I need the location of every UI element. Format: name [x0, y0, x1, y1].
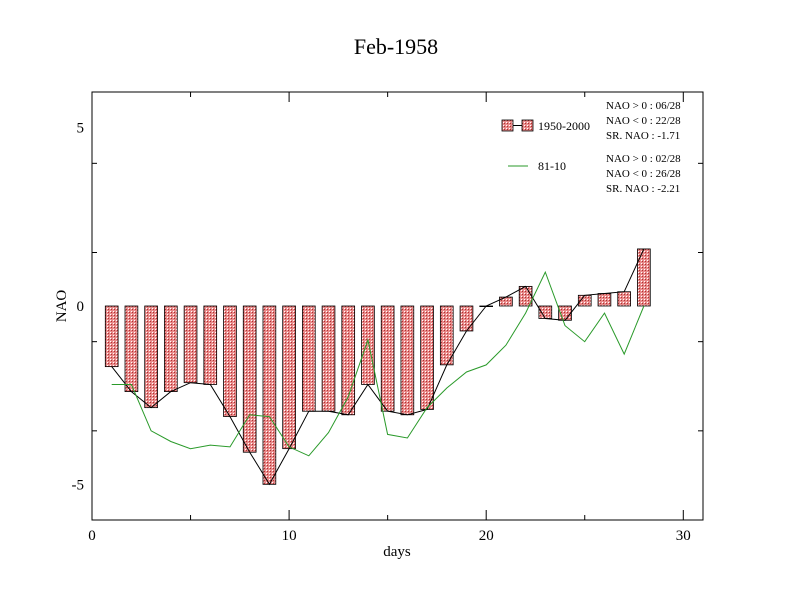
nao-bar	[341, 305, 356, 416]
stats-1950-sr: SR. NAO : -1.71	[606, 130, 680, 142]
y-tick-label: 5	[77, 121, 85, 137]
x-tick-label: 10	[282, 528, 297, 544]
y-tick-label: 0	[77, 299, 85, 315]
nao-bar	[124, 305, 139, 392]
nao-bar	[617, 291, 631, 307]
stats-8110-sr: SR. NAO : -2.21	[606, 183, 680, 195]
line-81-10	[111, 270, 645, 457]
nao-bar	[321, 305, 336, 412]
nao-bar	[361, 305, 375, 385]
x-tick-label: 0	[88, 528, 96, 544]
legend: 1950-2000 81-10 NAO > 0 : 06/28 NAO < 0 …	[501, 100, 681, 195]
legend-swatch-bar-1	[501, 119, 514, 132]
nao-bar	[400, 305, 415, 416]
bar-tip-line	[111, 248, 645, 486]
x-tick-label: 30	[676, 528, 691, 544]
line-series	[111, 270, 645, 457]
nao-bar	[262, 305, 277, 485]
nao-bar	[499, 296, 513, 307]
nao-bar	[420, 305, 434, 410]
nao-bar	[104, 305, 119, 368]
x-tick-label: 20	[479, 528, 494, 544]
legend-swatch-bar-2	[521, 119, 534, 132]
nao-bar	[203, 305, 218, 385]
bar-outline-line	[111, 248, 645, 486]
nao-bar	[380, 305, 395, 412]
y-axis-label: NAO	[54, 290, 70, 323]
nao-bar	[282, 305, 296, 450]
nao-bar	[538, 305, 553, 319]
legend-label-1950-2000: 1950-2000	[538, 119, 590, 133]
nao-bar	[597, 293, 612, 307]
nao-bar	[183, 305, 198, 384]
nao-bar	[637, 248, 651, 307]
chart-title: Feb-1958	[354, 34, 438, 59]
bar-series	[104, 248, 651, 485]
nao-bar	[459, 305, 474, 332]
nao-bar	[439, 305, 454, 366]
stats-8110-negative: NAO < 0 : 26/28	[606, 168, 681, 180]
stats-8110-positive: NAO > 0 : 02/28	[606, 153, 681, 165]
nao-bar	[242, 305, 257, 453]
y-tick-label: -5	[72, 477, 85, 493]
legend-label-81-10: 81-10	[538, 159, 566, 173]
axis-ticks: 0 10 20 30 5 0 -5	[72, 92, 703, 544]
x-axis-label: days	[383, 544, 411, 560]
nao-bar	[302, 305, 316, 412]
nao-bar	[223, 305, 237, 417]
nao-bar	[164, 305, 178, 392]
stats-1950-negative: NAO < 0 : 22/28	[606, 115, 681, 127]
plot-frame	[91, 91, 704, 521]
stats-1950-positive: NAO > 0 : 06/28	[606, 100, 681, 112]
nao-bar	[144, 305, 158, 409]
